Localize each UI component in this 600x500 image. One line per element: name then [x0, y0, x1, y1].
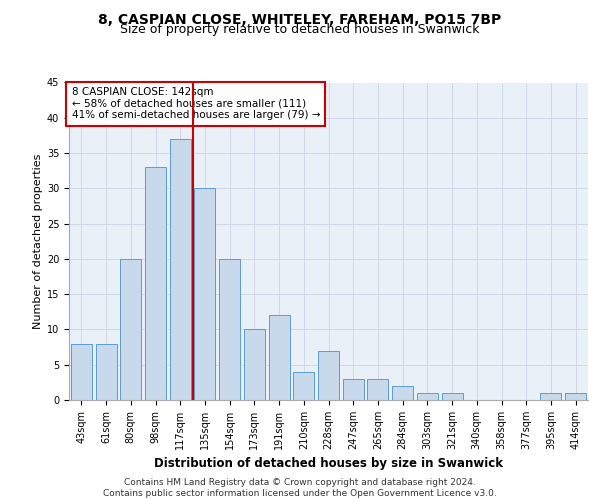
X-axis label: Distribution of detached houses by size in Swanwick: Distribution of detached houses by size …: [154, 458, 503, 470]
Bar: [392, 386, 413, 400]
Bar: [541, 393, 562, 400]
Bar: [244, 330, 265, 400]
Bar: [145, 167, 166, 400]
Bar: [442, 393, 463, 400]
Text: 8, CASPIAN CLOSE, WHITELEY, FAREHAM, PO15 7BP: 8, CASPIAN CLOSE, WHITELEY, FAREHAM, PO1…: [98, 12, 502, 26]
Bar: [219, 259, 240, 400]
Bar: [120, 259, 141, 400]
Bar: [194, 188, 215, 400]
Bar: [293, 372, 314, 400]
Bar: [170, 139, 191, 400]
Bar: [367, 379, 388, 400]
Bar: [71, 344, 92, 400]
Bar: [565, 393, 586, 400]
Bar: [417, 393, 438, 400]
Bar: [318, 350, 339, 400]
Text: 8 CASPIAN CLOSE: 142sqm
← 58% of detached houses are smaller (111)
41% of semi-d: 8 CASPIAN CLOSE: 142sqm ← 58% of detache…: [71, 88, 320, 120]
Y-axis label: Number of detached properties: Number of detached properties: [32, 154, 43, 329]
Bar: [95, 344, 116, 400]
Bar: [269, 316, 290, 400]
Text: Contains HM Land Registry data © Crown copyright and database right 2024.
Contai: Contains HM Land Registry data © Crown c…: [103, 478, 497, 498]
Bar: [343, 379, 364, 400]
Text: Size of property relative to detached houses in Swanwick: Size of property relative to detached ho…: [120, 22, 480, 36]
